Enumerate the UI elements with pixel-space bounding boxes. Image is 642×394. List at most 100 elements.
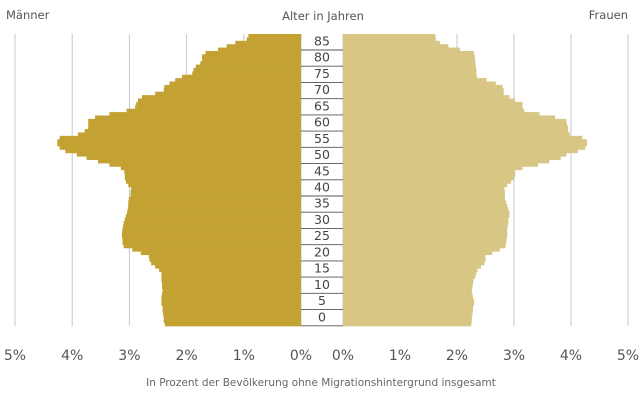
bar-frauen — [343, 95, 510, 99]
bar-frauen — [343, 47, 460, 52]
bar-frauen — [343, 298, 475, 303]
bar-frauen — [343, 319, 472, 323]
bar-frauen — [343, 247, 500, 252]
bar-frauen — [343, 210, 510, 215]
bar-maenner — [124, 176, 301, 181]
bar-maenner — [84, 129, 301, 133]
bar-frauen — [343, 234, 508, 239]
bar-maenner — [131, 186, 301, 191]
bar-maenner — [182, 74, 301, 79]
bar-maenner — [149, 258, 301, 262]
bar-maenner — [226, 44, 301, 48]
x-tick-label: 5% — [617, 348, 639, 364]
bars-frauen — [343, 34, 587, 327]
bar-frauen — [343, 281, 473, 286]
bar-maenner — [162, 288, 301, 293]
bar-frauen — [343, 254, 486, 259]
bar-frauen — [343, 57, 476, 62]
bar-maenner — [128, 203, 301, 208]
bar-frauen — [343, 61, 476, 65]
bar-maenner — [123, 220, 302, 225]
bar-maenner — [132, 247, 301, 252]
bar-maenner — [65, 149, 301, 154]
bar-frauen — [343, 312, 473, 317]
bar-frauen — [343, 288, 472, 293]
age-label: 85 — [314, 34, 330, 49]
right-header-label: Frauen — [589, 8, 628, 22]
bar-frauen — [343, 295, 473, 300]
bar-maenner — [155, 91, 301, 96]
bar-frauen — [343, 112, 540, 116]
bar-frauen — [343, 98, 516, 103]
bar-maenner — [161, 298, 301, 303]
bar-frauen — [343, 64, 476, 69]
age-label: 15 — [314, 261, 330, 276]
bar-maenner — [88, 118, 301, 123]
bar-frauen — [343, 278, 474, 283]
bar-maenner — [192, 71, 301, 76]
x-tick-label: 2% — [175, 348, 197, 364]
age-label: 45 — [314, 163, 330, 178]
bar-maenner — [125, 213, 301, 218]
bar-frauen — [343, 88, 504, 93]
bar-frauen — [343, 146, 586, 150]
bar-maenner — [124, 217, 301, 222]
bar-frauen — [343, 196, 505, 201]
age-label: 30 — [314, 212, 330, 227]
x-tick-label: 0% — [290, 348, 312, 364]
bars-maenner — [57, 34, 302, 327]
bar-frauen — [343, 200, 507, 205]
bar-frauen — [343, 149, 578, 154]
bar-maenner — [218, 47, 301, 52]
bar-maenner — [95, 115, 301, 120]
bar-frauen — [343, 302, 475, 306]
left-header-label: Männer — [6, 8, 50, 22]
chart-title: Alter in Jahren — [282, 9, 364, 23]
bar-frauen — [343, 193, 505, 198]
bar-maenner — [155, 264, 301, 269]
bar-frauen — [343, 50, 475, 55]
bar-frauen — [343, 244, 506, 249]
bar-frauen — [343, 125, 569, 130]
bar-maenner — [130, 193, 301, 198]
bar-maenner — [148, 254, 301, 259]
bar-maenner — [120, 166, 301, 171]
bar-maenner — [162, 309, 301, 313]
age-label: 35 — [314, 196, 330, 211]
bar-frauen — [343, 37, 436, 42]
bar-maenner — [246, 37, 301, 42]
bar-frauen — [343, 67, 477, 72]
bar-frauen — [343, 71, 477, 76]
age-label: 0 — [318, 309, 326, 324]
bar-frauen — [343, 203, 508, 208]
bar-frauen — [343, 122, 568, 127]
x-tick-label: 3% — [503, 348, 525, 364]
bar-maenner — [121, 230, 302, 235]
bar-maenner — [137, 98, 301, 103]
bar-frauen — [343, 207, 509, 211]
x-tick-label: 4% — [560, 348, 582, 364]
bar-maenner — [248, 34, 301, 38]
bar-maenner — [159, 268, 301, 273]
bar-frauen — [343, 169, 516, 174]
bar-frauen — [343, 129, 569, 133]
bar-frauen — [343, 78, 487, 82]
age-label: 25 — [314, 228, 330, 243]
bar-maenner — [127, 207, 302, 211]
bar-maenner — [235, 40, 301, 45]
bar-maenner — [121, 234, 302, 239]
bar-frauen — [343, 176, 514, 181]
bar-maenner — [164, 322, 301, 327]
bar-maenner — [200, 61, 301, 65]
bar-maenner — [130, 190, 301, 194]
bar-maenner — [161, 295, 301, 300]
bar-frauen — [343, 213, 510, 218]
bar-frauen — [343, 105, 523, 110]
bar-maenner — [140, 251, 301, 256]
bar-frauen — [343, 132, 570, 137]
bar-frauen — [343, 34, 436, 38]
bar-frauen — [343, 183, 508, 188]
bar-frauen — [343, 190, 505, 194]
bar-maenner — [136, 101, 301, 106]
